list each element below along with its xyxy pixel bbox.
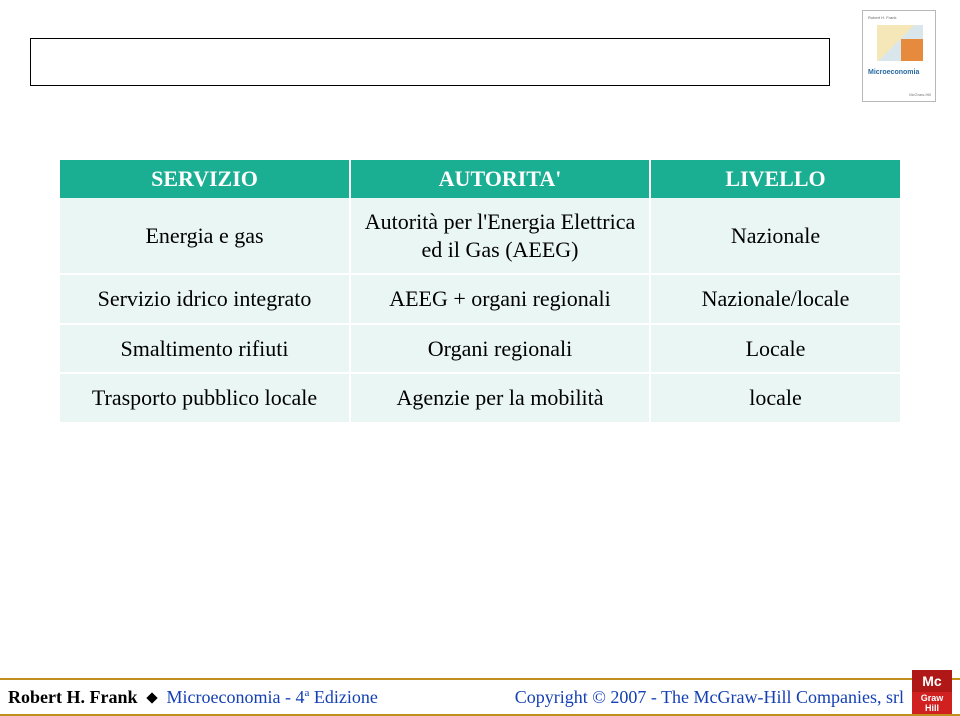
cell-autorita: AEEG + organi regionali: [350, 274, 650, 324]
cell-livello: Nazionale: [650, 198, 900, 274]
cell-servizio: Trasporto pubblico locale: [60, 373, 350, 422]
footer-copyright: Copyright © 2007 - The McGraw-Hill Compa…: [515, 687, 904, 708]
title-empty-box: [30, 38, 830, 86]
services-table: SERVIZIO AUTORITA' LIVELLO Energia e gas…: [60, 160, 900, 422]
mcgraw-hill-logo: Mc Graw Hill: [912, 670, 952, 714]
slide-footer: Robert H. Frank Microeconomia - 4a Edizi…: [0, 678, 960, 716]
table-header-row: SERVIZIO AUTORITA' LIVELLO: [60, 160, 900, 198]
cell-autorita: Agenzie per la mobilità: [350, 373, 650, 422]
footer-author: Robert H. Frank: [8, 687, 138, 707]
thumb-title: Microeconomia: [868, 69, 919, 76]
cell-livello: locale: [650, 373, 900, 422]
th-livello: LIVELLO: [650, 160, 900, 198]
footer-title-prefix: Microeconomia - 4: [167, 687, 305, 707]
logo-bottom-2: Hill: [912, 703, 952, 713]
logo-bottom-1: Graw: [912, 692, 952, 703]
logo-top: Mc: [912, 670, 952, 692]
thumb-publisher: McGraw-Hill: [909, 92, 931, 97]
thumb-art: [877, 25, 923, 61]
table-row: Smaltimento rifiuti Organi regionali Loc…: [60, 324, 900, 374]
footer-title: Microeconomia - 4a Edizione: [167, 687, 378, 707]
table-row: Energia e gas Autorità per l'Energia Ele…: [60, 198, 900, 274]
footer-left: Robert H. Frank Microeconomia - 4a Edizi…: [8, 687, 378, 708]
table-row: Trasporto pubblico locale Agenzie per la…: [60, 373, 900, 422]
cell-livello: Locale: [650, 324, 900, 374]
logo-bottom: Graw Hill: [912, 692, 952, 714]
th-servizio: SERVIZIO: [60, 160, 350, 198]
cell-autorita: Autorità per l'Energia Elettrica ed il G…: [350, 198, 650, 274]
footer-title-suffix: Edizione: [309, 687, 377, 707]
diamond-icon: [146, 693, 157, 704]
cell-servizio: Servizio idrico integrato: [60, 274, 350, 324]
cell-autorita: Organi regionali: [350, 324, 650, 374]
cell-servizio: Energia e gas: [60, 198, 350, 274]
table-row: Servizio idrico integrato AEEG + organi …: [60, 274, 900, 324]
th-autorita: AUTORITA': [350, 160, 650, 198]
thumb-author: Robert H. Frank: [868, 15, 896, 20]
cell-livello: Nazionale/locale: [650, 274, 900, 324]
cell-servizio: Smaltimento rifiuti: [60, 324, 350, 374]
book-cover-thumbnail: Robert H. Frank Microeconomia McGraw-Hil…: [862, 10, 936, 102]
